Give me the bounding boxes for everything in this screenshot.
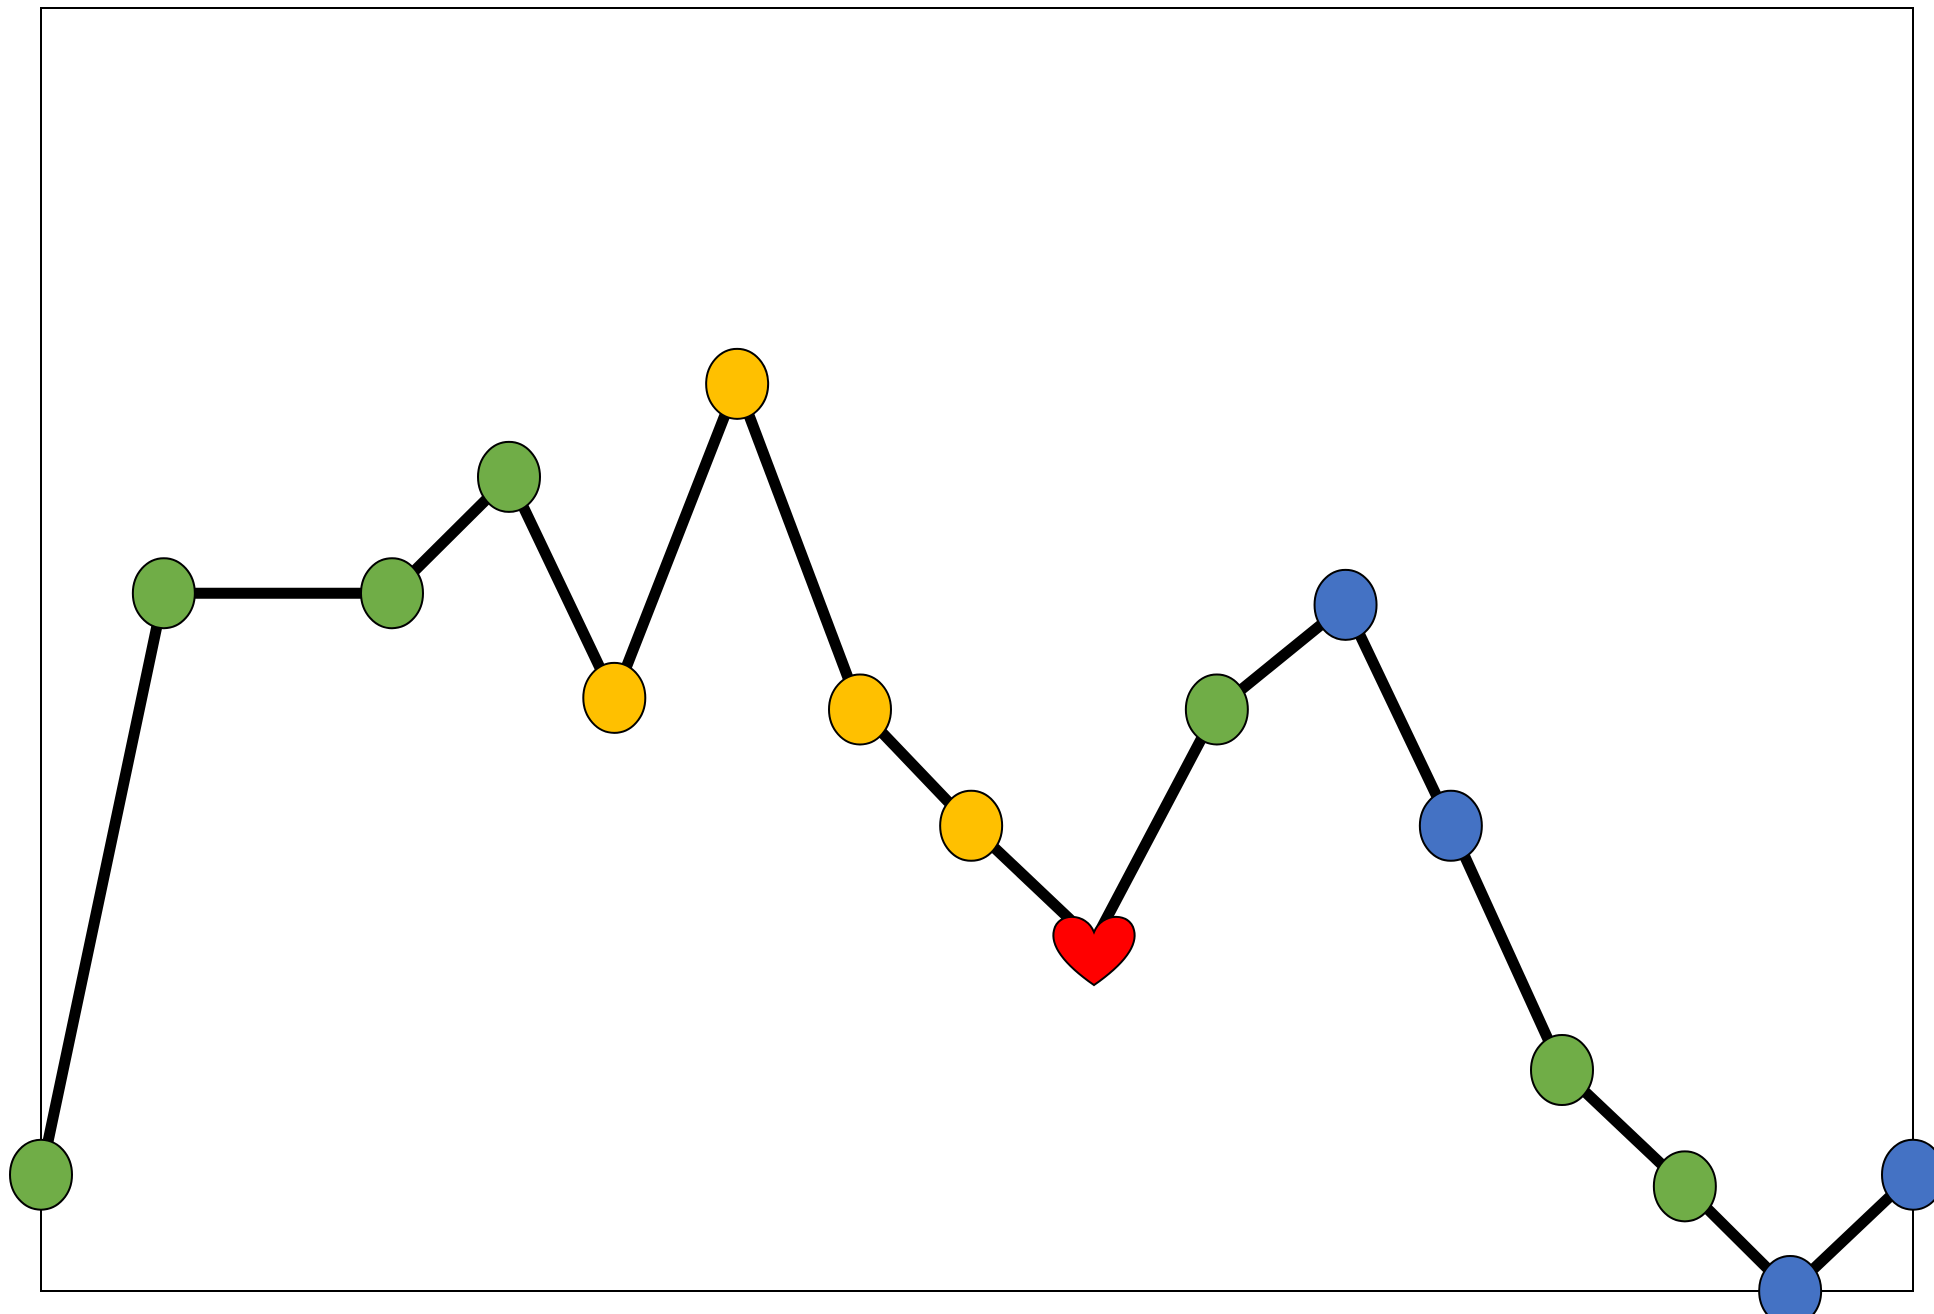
series-line-segment [1445, 823, 1568, 1073]
data-point-marker [1652, 1150, 1717, 1223]
data-point-marker [828, 673, 892, 746]
data-point-marker [477, 440, 541, 513]
data-point-marker [1881, 1138, 1934, 1211]
series-line-segment [1340, 602, 1456, 829]
data-point-marker [1313, 568, 1378, 641]
data-point-marker [131, 557, 196, 630]
data-point-marker [939, 789, 1004, 862]
data-point-marker [1184, 673, 1249, 746]
data-point-marker [1530, 1034, 1594, 1107]
data-point-marker [1758, 1255, 1823, 1314]
data-point-marker [705, 347, 770, 420]
marker-group [9, 347, 1934, 1314]
data-point-marker [9, 1138, 73, 1211]
data-point-marker [582, 661, 647, 734]
series-line-segment [35, 592, 170, 1176]
series-line-segment [732, 381, 866, 712]
data-point-marker [360, 557, 424, 630]
series-line-segment [504, 474, 620, 701]
series-line-segment [1089, 706, 1222, 945]
heart-marker [1052, 915, 1136, 987]
plot-area-frame [40, 7, 1914, 1292]
data-point-marker [1418, 789, 1483, 862]
series-line-segment [609, 381, 743, 700]
